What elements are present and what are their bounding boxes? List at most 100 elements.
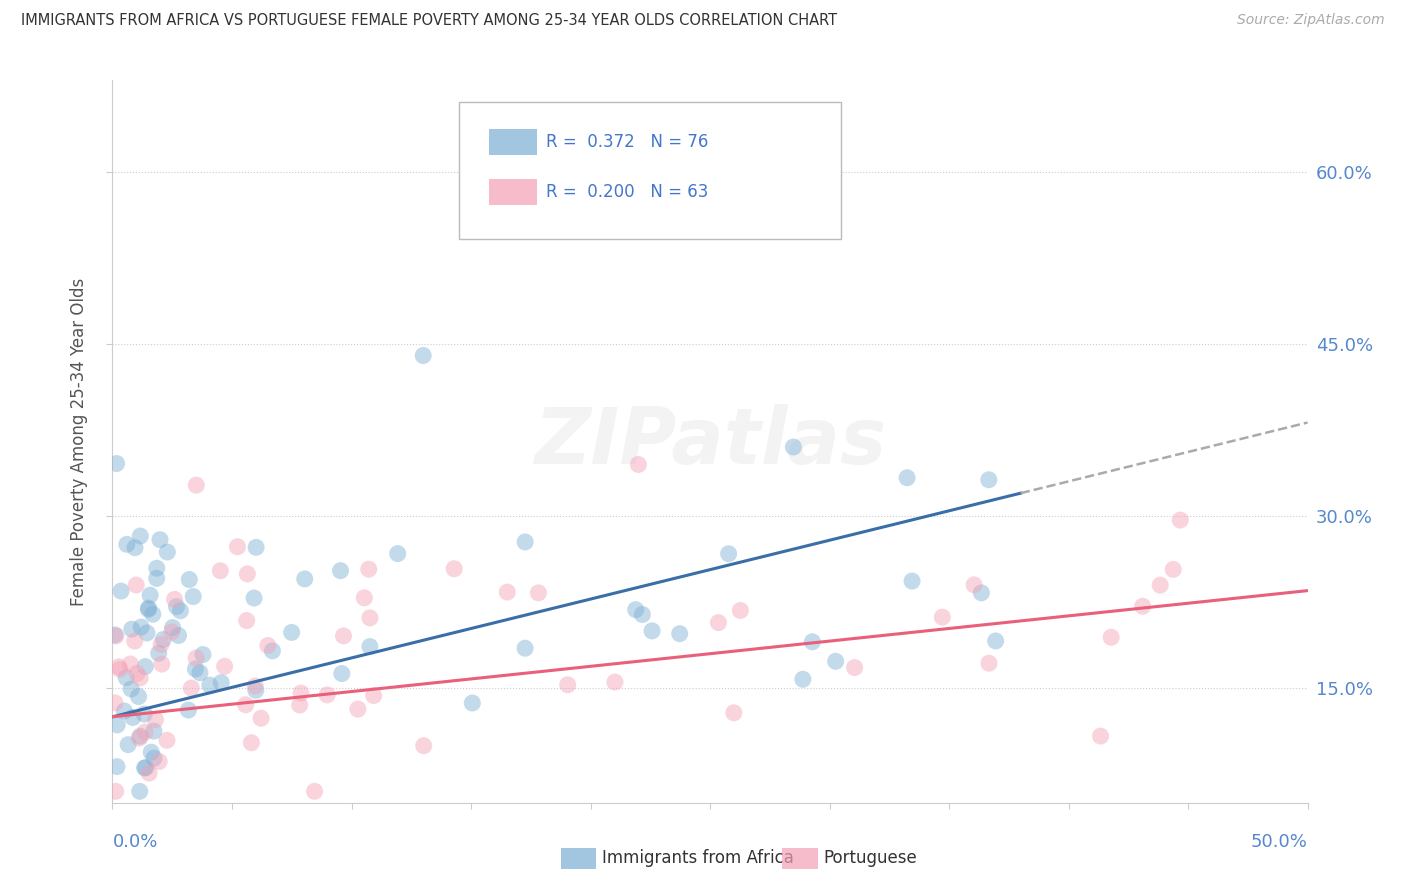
Point bbox=[801, 635, 824, 649]
Point bbox=[970, 586, 993, 600]
Point bbox=[245, 683, 267, 698]
Point bbox=[128, 690, 150, 704]
Point bbox=[160, 625, 183, 640]
Bar bbox=[561, 847, 596, 870]
Point bbox=[149, 533, 172, 547]
Point bbox=[169, 604, 191, 618]
Point bbox=[139, 588, 162, 602]
Point bbox=[1149, 578, 1171, 592]
Point bbox=[387, 547, 409, 561]
Point bbox=[188, 665, 211, 680]
Point bbox=[105, 718, 128, 732]
Point bbox=[357, 562, 380, 576]
Point bbox=[166, 599, 188, 614]
Point bbox=[631, 607, 654, 622]
Point bbox=[527, 586, 550, 600]
Point bbox=[121, 710, 143, 724]
Point bbox=[707, 615, 730, 630]
Bar bbox=[782, 847, 818, 870]
Point bbox=[181, 590, 204, 604]
Point bbox=[143, 751, 166, 765]
Point bbox=[138, 602, 160, 616]
Point bbox=[359, 640, 381, 654]
Point bbox=[167, 628, 190, 642]
Point bbox=[245, 541, 267, 555]
Point bbox=[280, 625, 302, 640]
Point bbox=[184, 662, 207, 676]
Point bbox=[209, 564, 232, 578]
Point bbox=[332, 629, 354, 643]
Y-axis label: Female Poverty Among 25-34 Year Olds: Female Poverty Among 25-34 Year Olds bbox=[70, 277, 89, 606]
Point bbox=[226, 540, 249, 554]
Point bbox=[134, 761, 156, 775]
Point bbox=[412, 349, 434, 363]
Point bbox=[240, 736, 263, 750]
Point bbox=[138, 766, 160, 780]
Point bbox=[134, 706, 156, 721]
Point bbox=[135, 761, 157, 775]
Point bbox=[363, 689, 385, 703]
Point bbox=[412, 739, 434, 753]
Point bbox=[984, 634, 1007, 648]
Point bbox=[896, 471, 918, 485]
Point bbox=[163, 592, 186, 607]
Point bbox=[128, 784, 150, 798]
Point bbox=[107, 660, 129, 674]
Point bbox=[191, 648, 214, 662]
Point bbox=[730, 603, 752, 617]
Point bbox=[461, 696, 484, 710]
Point bbox=[294, 572, 316, 586]
Point bbox=[515, 535, 537, 549]
Point bbox=[110, 584, 132, 599]
Point bbox=[304, 784, 326, 798]
Text: IMMIGRANTS FROM AFRICA VS PORTUGUESE FEMALE POVERTY AMONG 25-34 YEAR OLDS CORREL: IMMIGRANTS FROM AFRICA VS PORTUGUESE FEM… bbox=[21, 13, 837, 29]
Point bbox=[824, 654, 846, 668]
Point bbox=[156, 545, 179, 559]
Point bbox=[104, 784, 127, 798]
Point bbox=[243, 591, 266, 605]
Point bbox=[136, 626, 159, 640]
Point bbox=[104, 628, 127, 642]
Text: R =  0.200   N = 63: R = 0.200 N = 63 bbox=[547, 183, 709, 202]
Point bbox=[104, 696, 127, 710]
Point bbox=[125, 666, 148, 681]
Point bbox=[124, 634, 146, 648]
Point bbox=[557, 678, 579, 692]
Point bbox=[641, 624, 664, 638]
Point bbox=[901, 574, 924, 588]
Point bbox=[627, 458, 650, 472]
Point bbox=[186, 651, 208, 665]
Point bbox=[624, 603, 647, 617]
Point bbox=[288, 698, 311, 712]
Point bbox=[150, 638, 173, 652]
Point bbox=[129, 729, 152, 743]
Point bbox=[782, 440, 804, 454]
Point bbox=[250, 711, 273, 725]
Point bbox=[112, 704, 135, 718]
Point bbox=[330, 666, 353, 681]
FancyBboxPatch shape bbox=[458, 102, 842, 239]
Text: Immigrants from Africa: Immigrants from Africa bbox=[603, 849, 794, 867]
Point bbox=[129, 671, 152, 685]
Point bbox=[152, 632, 174, 647]
Point bbox=[316, 688, 339, 702]
Point bbox=[198, 678, 221, 692]
Point bbox=[129, 529, 152, 543]
Point bbox=[977, 473, 1000, 487]
Point bbox=[235, 698, 257, 712]
Point bbox=[236, 566, 259, 581]
Point bbox=[603, 675, 626, 690]
Point bbox=[105, 457, 128, 471]
Point bbox=[145, 561, 167, 575]
Point bbox=[120, 681, 142, 696]
Point bbox=[134, 725, 156, 739]
Point bbox=[124, 541, 146, 555]
Point bbox=[844, 660, 866, 674]
Point bbox=[235, 614, 257, 628]
Point bbox=[496, 585, 519, 599]
Text: Source: ZipAtlas.com: Source: ZipAtlas.com bbox=[1237, 13, 1385, 28]
Point bbox=[1168, 513, 1191, 527]
Point bbox=[792, 673, 814, 687]
Point bbox=[359, 611, 381, 625]
Point bbox=[209, 675, 232, 690]
